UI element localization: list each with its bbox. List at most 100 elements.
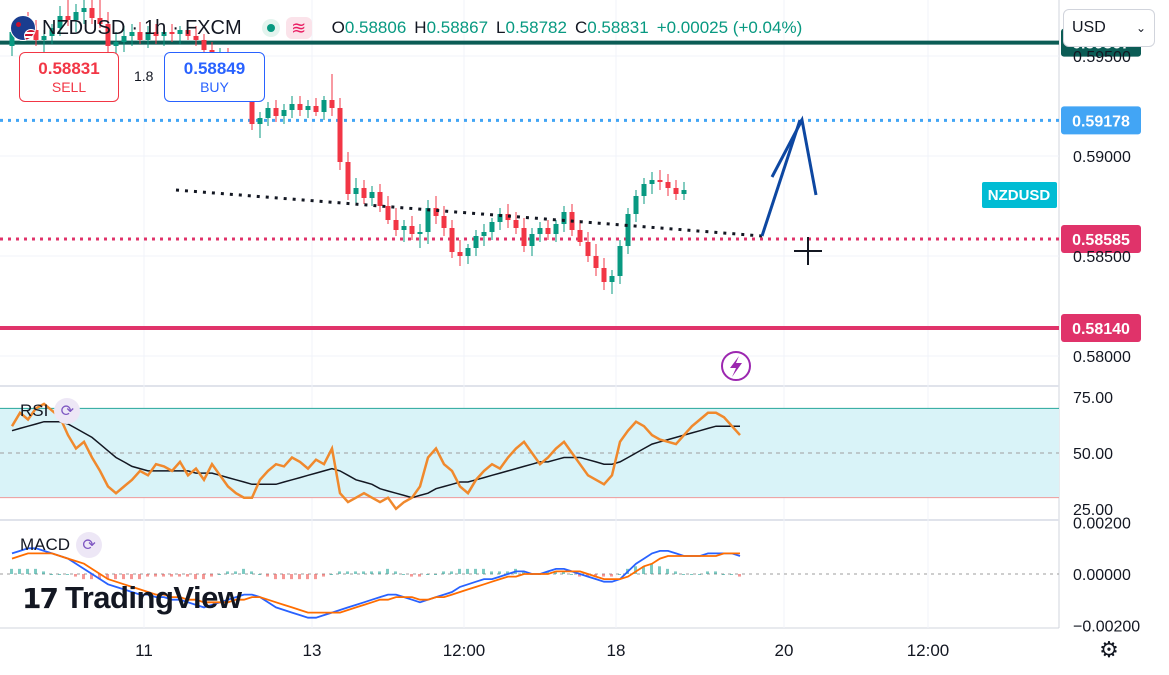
macd-histogram-bar — [250, 571, 253, 574]
candle-body — [641, 184, 647, 196]
refresh-icon[interactable]: ⟳ — [54, 398, 81, 424]
projection-drawing[interactable] — [175, 115, 818, 238]
time-tick-label: 12:00 — [907, 641, 950, 660]
time-tick-label: 12:00 — [443, 641, 486, 660]
macd-histogram-bar — [442, 571, 445, 574]
candle-body — [585, 242, 591, 256]
sell-button[interactable]: 0.58831 SELL — [19, 52, 119, 102]
macd-histogram-bar — [306, 574, 309, 580]
buy-label: BUY — [200, 79, 229, 95]
macd-histogram-bar — [634, 566, 637, 574]
candle-body — [561, 212, 567, 224]
candle-body — [65, 16, 71, 20]
macd-histogram-bar — [290, 574, 293, 580]
candle-body — [481, 232, 487, 236]
macd-histogram-bar — [690, 574, 693, 575]
macd-histogram-bar — [618, 574, 621, 575]
macd-histogram-bar — [194, 574, 197, 580]
candle-body — [609, 276, 615, 282]
sell-price: 0.58831 — [38, 59, 100, 78]
macd-histogram-bar — [562, 571, 565, 574]
macd-histogram-bar — [378, 571, 381, 574]
header-separator: · — [131, 16, 139, 39]
candle-body — [265, 108, 271, 118]
macd-histogram-bar — [34, 568, 37, 574]
macd-histogram-bar — [722, 574, 725, 575]
candle-body — [457, 252, 463, 256]
macd-histogram-bar — [226, 571, 229, 574]
candle-body — [513, 220, 519, 228]
high-value: 0.58867 — [426, 18, 489, 37]
candle-body — [33, 30, 39, 40]
macd-histogram-bar — [362, 571, 365, 574]
low-value: 0.58782 — [505, 18, 567, 37]
macd-legend[interactable]: MACD ⟳ — [20, 532, 103, 558]
currency-select[interactable]: USD ⌄ — [1063, 9, 1155, 47]
macd-histogram-bar — [714, 571, 717, 574]
candle-body — [465, 248, 471, 256]
nzd-usd-flag-icon — [10, 15, 36, 41]
rsi-line — [10, 402, 741, 511]
candle-body — [41, 36, 47, 40]
grid — [0, 0, 1059, 628]
candle-body — [97, 18, 103, 24]
candle-body — [273, 108, 279, 116]
chart-settings-icon[interactable]: ⚙ — [1099, 637, 1119, 662]
price-tick-label: 0.59500 — [1073, 49, 1131, 66]
candle-body — [377, 192, 383, 206]
candle-body — [153, 32, 159, 36]
tradingview-mark-icon: 17 — [22, 581, 59, 615]
candle-body — [401, 226, 407, 230]
price-tick-label: 0.59000 — [1073, 149, 1131, 166]
open-value: 0.58806 — [344, 18, 407, 37]
candle-body — [329, 100, 335, 108]
spread-value: 1.8 — [134, 68, 154, 84]
macd-histogram-bar — [434, 574, 437, 575]
candle-body — [89, 8, 95, 18]
lightning-event-icon[interactable] — [721, 351, 751, 381]
macd-histogram-bar — [138, 574, 141, 580]
projection-arrow-line — [760, 119, 802, 237]
level-price-label: 0.58140 — [1072, 321, 1130, 338]
macd-histogram-bar — [522, 571, 525, 574]
buy-button[interactable]: 0.58849 BUY — [164, 52, 265, 102]
level-price-label: 0.59178 — [1072, 113, 1130, 130]
macd-histogram-bar — [418, 574, 421, 577]
macd-histogram-bar — [650, 563, 653, 574]
macd-histogram-bar — [234, 571, 237, 574]
wave-indicator-icon[interactable]: ≋ — [285, 17, 312, 39]
macd-histogram-bar — [474, 568, 477, 574]
candle-body — [433, 208, 439, 216]
timeframe[interactable]: 1h — [144, 16, 167, 39]
rsi-tick-label: 75.00 — [1073, 390, 1113, 407]
macd-histogram-bar — [554, 571, 557, 574]
symbol-name[interactable]: NZDUSD — [42, 16, 126, 39]
macd-histogram-bar — [266, 574, 269, 577]
candle-body — [417, 232, 423, 234]
rsi-lines — [10, 402, 741, 511]
macd-histogram-bar — [18, 568, 21, 574]
macd-histogram-bar — [58, 574, 61, 575]
refresh-icon[interactable]: ⟳ — [76, 532, 103, 558]
rsi-legend[interactable]: RSI ⟳ — [20, 398, 81, 424]
macd-histogram-bar — [186, 574, 189, 577]
candle-body — [593, 256, 599, 268]
candle-body — [441, 216, 447, 228]
macd-histogram-bar — [594, 574, 597, 577]
level-price-label: 0.58585 — [1072, 232, 1130, 249]
macd-histogram-bar — [298, 574, 301, 580]
level-price-tag — [1061, 314, 1141, 342]
candle-body — [305, 106, 311, 110]
candle-body — [537, 228, 543, 234]
macd-histogram-bar — [402, 574, 405, 575]
candle-body — [297, 104, 303, 110]
candle-body — [409, 226, 415, 234]
header-separator: · — [172, 16, 179, 39]
macd-histogram-bar — [218, 574, 221, 575]
macd-histogram-bar — [578, 574, 581, 577]
macd-histogram-bar — [482, 568, 485, 574]
candle-body — [73, 12, 79, 20]
candles — [9, 0, 687, 294]
candle-body — [9, 32, 15, 46]
